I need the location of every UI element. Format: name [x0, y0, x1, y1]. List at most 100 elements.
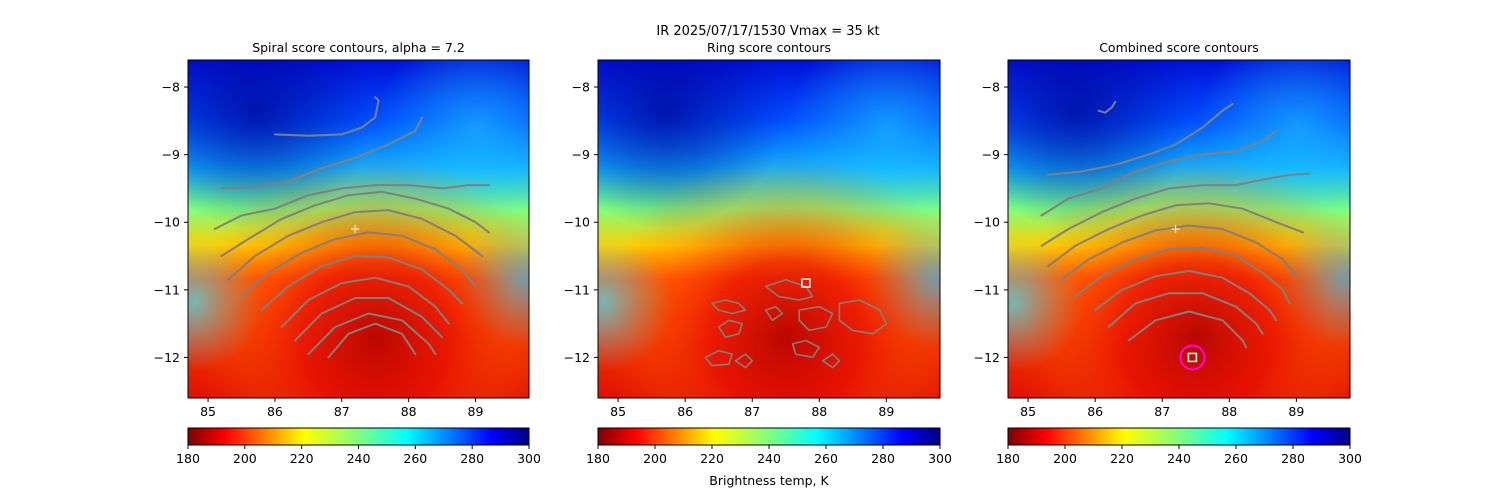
spiral-colorbar-tick-group: 180 200 220 240 260 280 300 [176, 445, 541, 466]
combined-ytick-label: −12 [974, 350, 1000, 365]
combined-contour-line [1094, 269, 1278, 322]
ring-ytick-label: −11 [564, 282, 590, 297]
ring-contour-group [704, 278, 888, 369]
combined-xtick-label: 89 [1288, 404, 1304, 419]
spiral-contour-line [240, 231, 477, 298]
ring-contour-line [704, 349, 733, 367]
ring-colorbar [597, 427, 941, 446]
ring-axes-frame [597, 59, 941, 399]
combined-ytick-label: −8 [982, 80, 1000, 95]
panel-spiral: 85 86 87 88 89 −8 −9 −10 −11 −12 Spiral score con… [154, 40, 541, 466]
spiral-ytick-label: −9 [162, 147, 180, 162]
panel-combined: 85 86 87 88 89 −8 −9 −10 −11 −12 Combined score c… [974, 40, 1362, 466]
combined-contour-line [1040, 172, 1311, 247]
ring-panel-title: Ring score contours [707, 40, 831, 55]
spiral-colorbar-tick-label: 260 [403, 451, 427, 466]
ring-colorbar-tick-label: 240 [757, 451, 781, 466]
combined-colorbar-tick-label: 200 [1053, 451, 1077, 466]
combined-colorbar-tick-label: 240 [1167, 451, 1191, 466]
ring-xtick-label: 89 [878, 404, 894, 419]
spiral-center-plus-marker [351, 225, 360, 233]
spiral-colorbar-tick-label: 200 [233, 451, 257, 466]
spiral-xtick-label: 89 [468, 404, 484, 419]
spiral-contour-line [294, 297, 444, 342]
combined-colorbar-tick-label: 180 [996, 451, 1020, 466]
ring-contour-line [798, 305, 834, 332]
combined-panel-title: Combined score contours [1099, 40, 1259, 55]
ring-contour-line [711, 299, 747, 315]
ring-ytick-label: −12 [564, 350, 590, 365]
combined-contour-line [1060, 224, 1298, 281]
combined-axes-frame [1007, 59, 1351, 399]
colorbar-label: Brightness temp, K [709, 473, 829, 488]
ring-xtick-label: 88 [811, 404, 827, 419]
ring-contour-line [734, 353, 753, 369]
ring-marker-group [801, 278, 811, 288]
ring-colorbar-tick-label: 280 [871, 451, 895, 466]
ring-colorbar-tick-label: 220 [700, 451, 724, 466]
spiral-colorbar [187, 427, 530, 446]
ring-contour-line [717, 319, 743, 338]
ring-xtick-label: 85 [610, 404, 626, 419]
spiral-xtick-label: 85 [200, 404, 216, 419]
combined-contour-line [1097, 100, 1117, 114]
combined-contour-line [1107, 292, 1264, 335]
spiral-contour-line [273, 96, 380, 137]
ring-contour-line [791, 339, 821, 359]
spiral-contour-line [280, 276, 450, 328]
combined-ytick-label: −11 [974, 282, 1000, 297]
combined-ytick-label: −9 [982, 147, 1000, 162]
combined-xtick-label: 88 [1221, 404, 1237, 419]
ring-contour-line [764, 305, 784, 322]
combined-center-plus-marker [1171, 225, 1180, 233]
combined-contour-line [1047, 102, 1234, 176]
ring-colorbar-tick-group: 180 200 220 240 260 280 300 [586, 445, 952, 466]
combined-center-square-marker [1187, 352, 1198, 363]
ring-colorbar-tick-label: 260 [814, 451, 838, 466]
spiral-axes-frame [187, 59, 530, 399]
ring-colorbar-tick-label: 180 [586, 451, 610, 466]
spiral-colorbar-tick-label: 280 [460, 451, 484, 466]
combined-ytick-label: −10 [974, 215, 1000, 230]
combined-tick-group: 85 86 87 88 89 −8 −9 −10 −11 −12 [974, 80, 1305, 419]
ring-ytick-label: −10 [564, 215, 590, 230]
spiral-contour-line [260, 255, 464, 312]
combined-contour-group [1040, 100, 1311, 349]
spiral-ytick-label: −12 [154, 350, 180, 365]
spiral-contour-line [227, 209, 484, 281]
combined-marker-group [1171, 225, 1206, 371]
combined-colorbar-tick-label: 300 [1338, 451, 1362, 466]
spiral-colorbar-tick-label: 220 [290, 451, 314, 466]
spiral-marker-group [351, 225, 360, 233]
spiral-contour-line [220, 116, 423, 190]
ring-center-square-marker [801, 278, 811, 288]
combined-contour-line [1047, 202, 1305, 268]
combined-colorbar-tick-label: 280 [1281, 451, 1305, 466]
spiral-contour-line [307, 312, 437, 356]
ring-contour-line [821, 353, 841, 369]
combined-colorbar-tick-group: 180 200 220 240 260 280 300 [996, 445, 1362, 466]
spiral-contour-line [213, 184, 490, 230]
combined-colorbar [1007, 427, 1351, 446]
spiral-colorbar-tick-label: 300 [517, 451, 541, 466]
ring-contour-line [838, 299, 888, 335]
combined-xtick-label: 87 [1154, 404, 1170, 419]
panel-ring: 85 86 87 88 89 −8 −9 −10 −11 −12 Ring score conto… [564, 40, 952, 488]
spiral-panel-title: Spiral score contours, alpha = 7.2 [252, 40, 465, 55]
spiral-tick-group: 85 86 87 88 89 −8 −9 −10 −11 −12 [154, 80, 484, 419]
spiral-colorbar-tick-label: 240 [347, 451, 371, 466]
ring-xtick-label: 86 [677, 404, 693, 419]
combined-center-ring-marker [1179, 344, 1206, 371]
combined-xtick-label: 86 [1087, 404, 1103, 419]
ring-ytick-label: −9 [572, 147, 590, 162]
combined-xtick-label: 85 [1020, 404, 1036, 419]
spiral-colorbar-tick-label: 180 [176, 451, 200, 466]
spiral-contour-line [220, 190, 490, 257]
ring-contour-line [764, 278, 814, 301]
combined-contour-line [1074, 246, 1291, 305]
spiral-xtick-label: 86 [267, 404, 283, 419]
spiral-ytick-label: −11 [154, 282, 180, 297]
spiral-ytick-label: −8 [162, 80, 180, 95]
combined-contour-line [1040, 130, 1278, 217]
